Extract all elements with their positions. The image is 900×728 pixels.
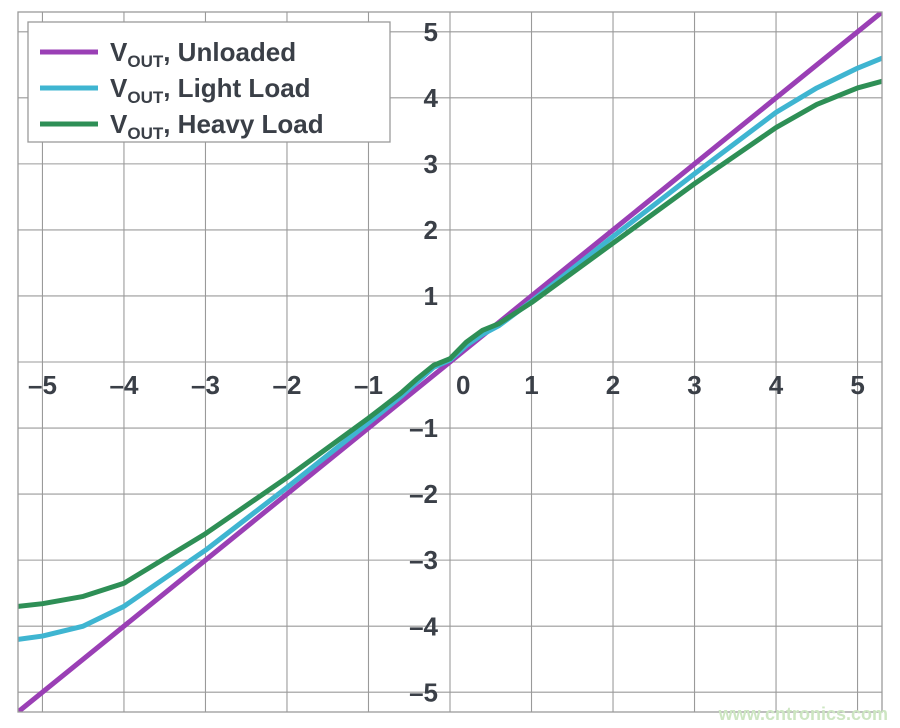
y-tick-label: –3 [409,545,438,575]
vout-line-chart: –5 –4 –3 –2 –1 0 1 2 3 4 5 –5 –4 –3 –2 –1 1 2 3 4 5 VOUT, Unl… [0,0,900,728]
y-tick-label: –1 [409,413,438,443]
y-tick-label: 3 [424,149,438,179]
y-tick-label: 1 [424,281,438,311]
chart-container: –5 –4 –3 –2 –1 0 1 2 3 4 5 –5 –4 –3 –2 –1 1 2 3 4 5 VOUT, Unl… [0,0,900,728]
x-tick-label: –5 [28,370,57,400]
y-tick-label: 4 [424,83,439,113]
y-tick-label: 5 [424,17,438,47]
x-tick-label: –3 [191,370,220,400]
x-tick-label: 5 [850,370,864,400]
x-tick-label: –4 [110,370,139,400]
x-tick-label: 3 [687,370,701,400]
y-tick-label: 2 [424,215,438,245]
x-tick-label: –2 [273,370,302,400]
y-tick-label: –5 [409,677,438,707]
y-tick-label: –2 [409,479,438,509]
x-tick-label: 2 [606,370,620,400]
y-tick-label: –4 [409,611,438,641]
x-tick-label: 4 [769,370,784,400]
watermark: www.cntronics.com [718,704,888,724]
legend: VOUT, UnloadedVOUT, Light LoadVOUT, Heav… [28,22,390,143]
x-tick-label: 1 [524,370,538,400]
x-tick-label: 0 [456,370,470,400]
x-tick-label: –1 [354,370,383,400]
